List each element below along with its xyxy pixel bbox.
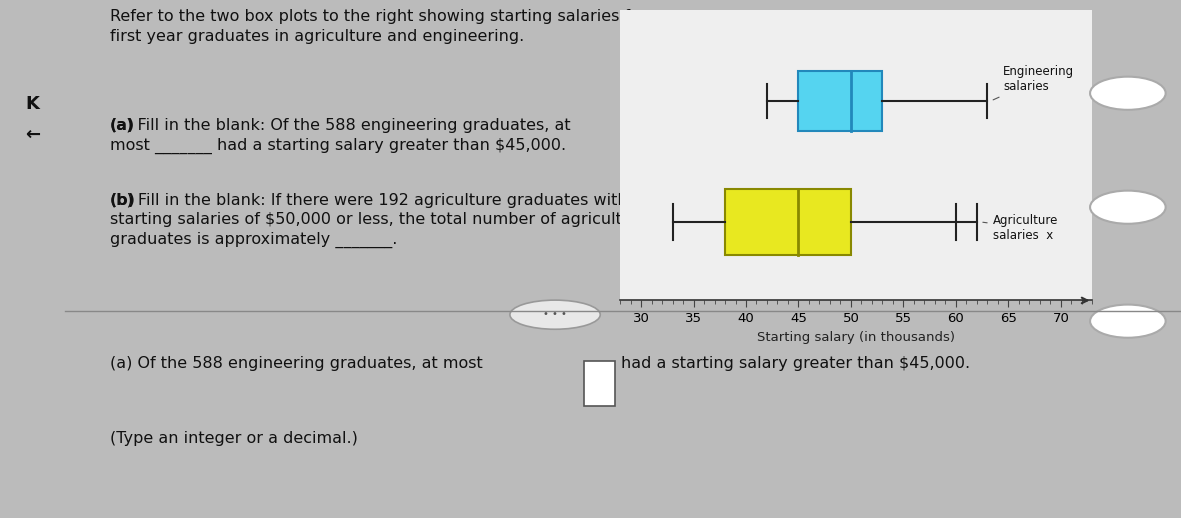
FancyBboxPatch shape (725, 189, 852, 255)
Text: K: K (26, 95, 39, 112)
Text: had a starting salary greater than $45,000.: had a starting salary greater than $45,0… (621, 356, 970, 371)
Text: (b) Fill in the blank: If there were 192 agriculture graduates with
starting sal: (b) Fill in the blank: If there were 192… (110, 193, 648, 249)
Ellipse shape (510, 300, 600, 329)
FancyBboxPatch shape (583, 361, 615, 406)
FancyBboxPatch shape (798, 71, 882, 131)
Text: Agriculture
salaries  x: Agriculture salaries x (983, 214, 1058, 242)
Text: • • •: • • • (543, 309, 567, 319)
Text: (Type an integer or a decimal.): (Type an integer or a decimal.) (110, 431, 358, 446)
Text: (a) Fill in the blank: Of the 588 engineering graduates, at
most _______ had a s: (a) Fill in the blank: Of the 588 engine… (110, 118, 570, 154)
X-axis label: Starting salary (in thousands): Starting salary (in thousands) (757, 331, 955, 344)
Text: (b): (b) (110, 193, 136, 208)
Text: (a): (a) (110, 118, 135, 133)
Text: Engineering
salaries: Engineering salaries (993, 65, 1075, 100)
Text: (a) Of the 588 engineering graduates, at most: (a) Of the 588 engineering graduates, at… (110, 356, 482, 371)
Text: ←: ← (25, 126, 40, 143)
Text: Refer to the two box plots to the right showing starting salaries for
first year: Refer to the two box plots to the right … (110, 9, 646, 44)
